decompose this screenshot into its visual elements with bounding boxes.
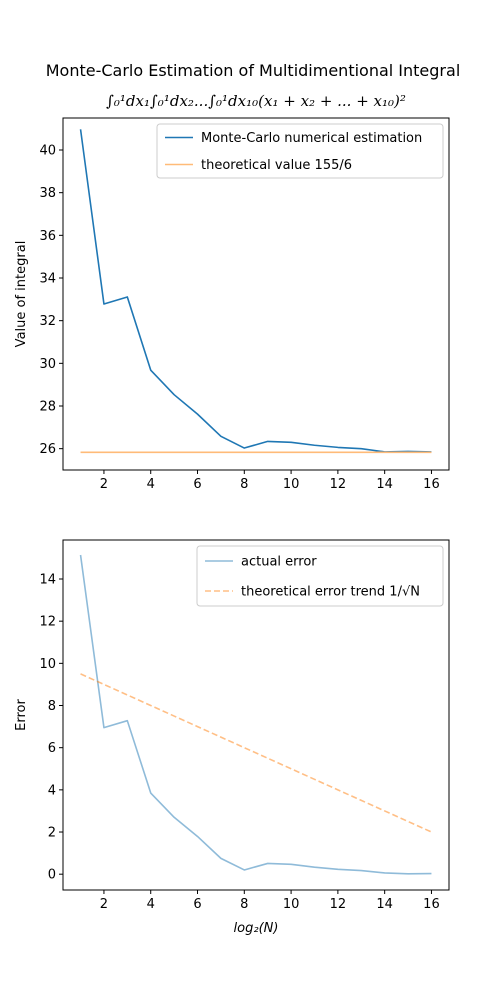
legend-label: Monte-Carlo numerical estimation bbox=[201, 131, 422, 146]
x-axis-label: log₂(N) bbox=[234, 921, 279, 936]
y-tick-label: 14 bbox=[39, 573, 56, 588]
y-axis-label: Value of integral bbox=[14, 241, 29, 348]
x-tick-label: 14 bbox=[376, 477, 393, 492]
y-tick-label: 4 bbox=[48, 783, 56, 798]
x-tick-label: 10 bbox=[283, 897, 300, 912]
y-tick-label: 34 bbox=[39, 272, 56, 287]
legend-label: theoretical value 155/6 bbox=[201, 158, 352, 173]
x-tick-label: 2 bbox=[100, 897, 108, 912]
y-tick-label: 40 bbox=[39, 144, 56, 159]
axes-frame bbox=[62, 539, 450, 891]
x-tick-label: 10 bbox=[283, 477, 300, 492]
legend-label: theoretical error trend 1/√N bbox=[241, 585, 420, 600]
y-tick-label: 10 bbox=[39, 657, 56, 672]
y-tick-label: 26 bbox=[39, 442, 56, 457]
error-plot: 2 4 6 8 10 12 14 16 0 2 4 6 8 10 12 14 Error log₂(N) actua… bbox=[14, 539, 450, 936]
series-line-1 bbox=[80, 673, 432, 833]
series-line-0 bbox=[79, 554, 432, 875]
y-tick-label: 38 bbox=[39, 186, 56, 201]
x-tick-label: 8 bbox=[240, 897, 248, 912]
y-tick-label: 0 bbox=[48, 868, 56, 883]
x-tick-label: 4 bbox=[147, 477, 155, 492]
y-tick-label: 30 bbox=[39, 357, 56, 372]
y-tick-label: 2 bbox=[48, 826, 56, 841]
y-axis-label: Error bbox=[14, 699, 29, 731]
x-tick-label: 8 bbox=[240, 477, 248, 492]
legend-box bbox=[156, 123, 444, 179]
y-tick-label: 6 bbox=[48, 741, 56, 756]
x-tick-label: 16 bbox=[423, 477, 440, 492]
y-tick-label: 8 bbox=[48, 699, 56, 714]
x-tick-label: 16 bbox=[423, 897, 440, 912]
y-tick-label: 12 bbox=[39, 615, 56, 630]
x-tick-label: 14 bbox=[376, 897, 393, 912]
y-tick-label: 28 bbox=[39, 400, 56, 415]
x-tick-label: 2 bbox=[100, 477, 108, 492]
legend-label: actual error bbox=[241, 555, 317, 570]
chart-title: Monte-Carlo Estimation of Multidimention… bbox=[46, 61, 461, 80]
axes-frame bbox=[62, 117, 450, 471]
legend-box bbox=[196, 545, 444, 607]
series-line-0 bbox=[79, 129, 432, 453]
integral-formula: ∫₀¹dx₁∫₀¹dx₂...∫₀¹dx₁₀(x₁ + x₂ + ... + x… bbox=[106, 92, 406, 110]
value-plot: 2 4 6 8 10 12 14 16 26 28 30 32 34 36 38 40 Value of int… bbox=[14, 117, 450, 492]
x-tick-label: 12 bbox=[330, 477, 347, 492]
x-tick-label: 4 bbox=[147, 897, 155, 912]
x-tick-label: 12 bbox=[330, 897, 347, 912]
x-tick-label: 6 bbox=[193, 897, 201, 912]
x-tick-label: 6 bbox=[193, 477, 201, 492]
y-tick-label: 32 bbox=[39, 314, 56, 329]
y-tick-label: 36 bbox=[39, 229, 56, 244]
